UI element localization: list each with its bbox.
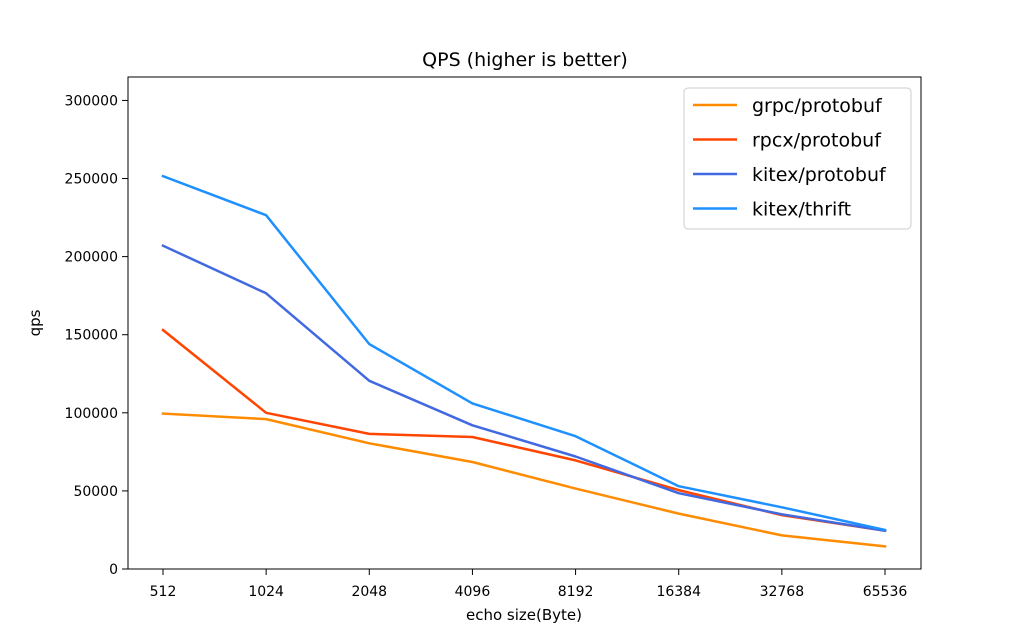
x-tick-label: 4096 bbox=[455, 584, 491, 600]
x-tick-label: 8192 bbox=[558, 584, 594, 600]
legend-entry-label: rpcx/protobuf bbox=[752, 130, 882, 152]
y-tick-label: 100000 bbox=[65, 406, 118, 422]
x-axis-label: echo size(Byte) bbox=[466, 606, 582, 624]
y-tick-label: 300000 bbox=[65, 93, 118, 109]
legend-entry-label: grpc/protobuf bbox=[752, 95, 883, 117]
x-tick-label: 16384 bbox=[656, 584, 701, 600]
y-tick-label: 150000 bbox=[65, 328, 118, 344]
y-tick-label: 200000 bbox=[65, 250, 118, 266]
legend-entry-label: kitex/thrift bbox=[752, 199, 851, 221]
x-tick-label: 65536 bbox=[863, 584, 908, 600]
series-layer bbox=[161, 174, 887, 548]
y-tick-label: 50000 bbox=[73, 484, 118, 500]
legend-entry-label: kitex/protobuf bbox=[752, 164, 887, 186]
chart-title: QPS (higher is better) bbox=[422, 49, 628, 71]
y-tick-label: 250000 bbox=[65, 172, 118, 188]
series-line-rpcx-protobuf bbox=[161, 328, 887, 533]
plot-area bbox=[127, 76, 922, 570]
x-axis: 512 1024 2048 4096 8192 16384 32768 65536 bbox=[150, 569, 908, 600]
x-tick-label: 32768 bbox=[760, 584, 805, 600]
y-tick-label: 0 bbox=[109, 562, 118, 578]
series-line-grpc-protobuf bbox=[161, 412, 887, 548]
y-axis: 0 50000 100000 150000 200000 250000 300000 bbox=[65, 93, 128, 578]
y-axis-label: qps bbox=[26, 309, 44, 336]
legend: grpc/protobuf rpcx/protobuf kitex/protobuf… bbox=[683, 87, 912, 230]
x-tick-label: 2048 bbox=[351, 584, 387, 600]
x-tick-label: 512 bbox=[150, 584, 177, 600]
x-tick-label: 1024 bbox=[248, 584, 284, 600]
series-line-kitex-protobuf bbox=[161, 244, 887, 533]
series-line-kitex-thrift bbox=[161, 174, 887, 532]
legend-frame bbox=[683, 87, 912, 230]
